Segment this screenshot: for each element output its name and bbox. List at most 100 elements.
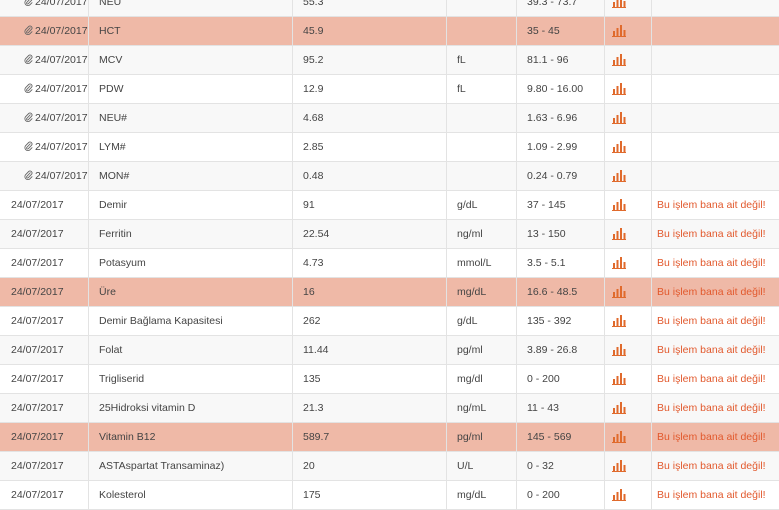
chart-icon[interactable] (612, 373, 626, 385)
chart-icon[interactable] (612, 460, 626, 472)
range-text: 3.89 - 26.8 (527, 344, 578, 356)
attachment-icon[interactable] (24, 54, 33, 64)
chart-icon[interactable] (612, 54, 626, 66)
date-text: 24/07/2017 (11, 228, 64, 240)
date-cell: 24/07/2017 (0, 452, 88, 480)
range-text: 0 - 200 (527, 489, 560, 501)
unit-cell: g/dL (446, 307, 516, 335)
test-name-text: MON# (99, 170, 130, 182)
chart-cell (604, 278, 651, 306)
chart-icon[interactable] (612, 25, 626, 37)
test-name-cell: Kolesterol (88, 481, 292, 509)
range-text: 35 - 45 (527, 25, 560, 37)
value-cell: 22.54 (292, 220, 446, 248)
date-cell: 24/07/2017 (0, 46, 88, 74)
date-text: 24/07/2017 (11, 489, 64, 501)
chart-icon[interactable] (612, 0, 626, 8)
chart-icon[interactable] (612, 83, 626, 95)
date-cell: 24/07/2017 (0, 249, 88, 277)
unit-text: mg/dl (457, 373, 483, 385)
value-cell: 11.44 (292, 336, 446, 364)
range-cell: 145 - 569 (516, 423, 604, 451)
chart-icon[interactable] (612, 141, 626, 153)
note-cell (651, 75, 779, 103)
chart-icon[interactable] (612, 286, 626, 298)
unit-cell: mmol/L (446, 249, 516, 277)
unit-text: mg/dL (457, 286, 487, 298)
result-row: 24/07/2017 NEU# 4.68 1.63 - 6.96 (0, 104, 779, 133)
result-row: 24/07/2017 LYM# 2.85 1.09 - 2.99 (0, 133, 779, 162)
date-cell: 24/07/2017 (0, 481, 88, 509)
chart-icon[interactable] (612, 257, 626, 269)
chart-icon[interactable] (612, 170, 626, 182)
note-text[interactable]: Bu işlem bana ait değil! (657, 431, 766, 443)
chart-cell (604, 17, 651, 45)
result-row: 24/07/2017 HCT 45.9 35 - 45 (0, 17, 779, 46)
note-text[interactable]: Bu işlem bana ait değil! (657, 402, 766, 414)
range-cell: 39.3 - 73.7 (516, 0, 604, 16)
test-name-text: NEU (99, 0, 122, 8)
chart-icon[interactable] (612, 344, 626, 356)
attachment-icon[interactable] (24, 170, 33, 180)
attachment-icon[interactable] (24, 141, 33, 151)
range-text: 11 - 43 (527, 402, 559, 414)
note-cell: Bu işlem bana ait değil! (651, 481, 779, 509)
note-cell (651, 0, 779, 16)
chart-icon[interactable] (612, 228, 626, 240)
range-cell: 0 - 200 (516, 481, 604, 509)
note-text[interactable]: Bu işlem bana ait değil! (657, 460, 766, 472)
attachment-icon[interactable] (24, 25, 33, 35)
range-text: 0 - 32 (527, 460, 554, 472)
result-row: 24/07/2017 Vitamin B12 589.7 pg/ml 145 - 569… (0, 423, 779, 452)
chart-icon[interactable] (612, 112, 626, 124)
note-text[interactable]: Bu işlem bana ait değil! (657, 257, 766, 269)
result-row: 24/07/2017 Folat 11.44 pg/ml 3.89 - 26.8 Bu i… (0, 336, 779, 365)
note-cell: Bu işlem bana ait değil! (651, 452, 779, 480)
note-cell (651, 162, 779, 190)
range-text: 0.24 - 0.79 (527, 170, 578, 182)
note-text[interactable]: Bu işlem bana ait değil! (657, 228, 766, 240)
note-text[interactable]: Bu işlem bana ait değil! (657, 199, 766, 211)
note-cell (651, 46, 779, 74)
range-text: 1.09 - 2.99 (527, 141, 578, 153)
note-text[interactable]: Bu işlem bana ait değil! (657, 315, 766, 327)
chart-cell (604, 394, 651, 422)
value-text: 0.48 (303, 170, 324, 182)
chart-icon[interactable] (612, 402, 626, 414)
value-text: 175 (303, 489, 321, 501)
date-cell: 24/07/2017 (0, 0, 88, 16)
chart-icon[interactable] (612, 489, 626, 501)
range-text: 37 - 145 (527, 199, 566, 211)
note-text[interactable]: Bu işlem bana ait değil! (657, 286, 766, 298)
attachment-icon[interactable] (24, 0, 33, 6)
chart-icon[interactable] (612, 315, 626, 327)
test-name-cell: Trigliserid (88, 365, 292, 393)
date-cell: 24/07/2017 (0, 75, 88, 103)
unit-text: pg/ml (457, 431, 483, 443)
test-name-cell: ASTAspartat Transaminaz) (88, 452, 292, 480)
note-text[interactable]: Bu işlem bana ait değil! (657, 344, 766, 356)
unit-text: mmol/L (457, 257, 492, 269)
value-cell: 135 (292, 365, 446, 393)
date-text: 24/07/2017 (11, 431, 64, 443)
value-cell: 45.9 (292, 17, 446, 45)
date-text: 24/07/2017 (35, 0, 88, 8)
note-text[interactable]: Bu işlem bana ait değil! (657, 489, 766, 501)
chart-cell (604, 423, 651, 451)
range-cell: 35 - 45 (516, 17, 604, 45)
chart-icon[interactable] (612, 431, 626, 443)
attachment-icon[interactable] (24, 112, 33, 122)
result-row: 24/07/2017 Demir Bağlama Kapasitesi 262 g/d… (0, 307, 779, 336)
unit-cell: ng/ml (446, 220, 516, 248)
value-text: 21.3 (303, 402, 324, 414)
range-text: 0 - 200 (527, 373, 560, 385)
note-cell (651, 17, 779, 45)
value-text: 2.85 (303, 141, 324, 153)
attachment-icon[interactable] (24, 83, 33, 93)
value-cell: 4.68 (292, 104, 446, 132)
test-name-text: 25Hidroksi vitamin D (99, 402, 196, 414)
note-text[interactable]: Bu işlem bana ait değil! (657, 373, 766, 385)
value-text: 589.7 (303, 431, 330, 443)
value-cell: 95.2 (292, 46, 446, 74)
chart-icon[interactable] (612, 199, 626, 211)
